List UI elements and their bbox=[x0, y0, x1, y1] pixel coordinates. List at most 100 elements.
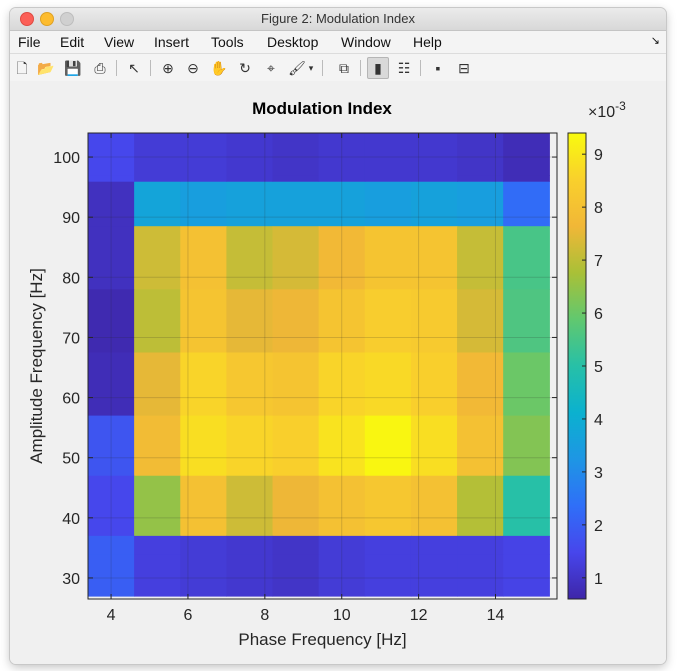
pointer-icon[interactable]: ↖ bbox=[128, 60, 140, 76]
heatmap-cell bbox=[180, 475, 227, 537]
y-tick-label: 30 bbox=[62, 571, 80, 588]
heatmap-cell bbox=[318, 289, 366, 354]
heatmap-cell bbox=[364, 289, 412, 354]
colorbar-tick-label: 2 bbox=[594, 518, 603, 535]
menu-help[interactable]: Help bbox=[413, 34, 442, 50]
heatmap-cell bbox=[226, 415, 274, 477]
heatmap-cell bbox=[457, 289, 504, 354]
x-tick-label: 4 bbox=[107, 607, 116, 624]
save-icon[interactable]: 💾 bbox=[64, 60, 82, 76]
y-tick-label: 100 bbox=[53, 150, 80, 167]
heatmap-cell bbox=[180, 415, 227, 477]
colorbar-tick-label: 4 bbox=[594, 412, 603, 429]
heatmap-cell bbox=[503, 553, 550, 597]
colorbar-tick-label: 3 bbox=[594, 465, 603, 482]
heatmap-cell bbox=[364, 352, 412, 417]
print-icon[interactable]: ⎙ bbox=[94, 60, 106, 76]
heatmap-cell bbox=[134, 226, 181, 290]
window-title: Figure 2: Modulation Index bbox=[261, 11, 415, 26]
rotate-3d-icon[interactable]: ↻ bbox=[239, 60, 251, 76]
open-folder-icon[interactable]: 📂 bbox=[37, 60, 55, 76]
zoom-out-icon[interactable]: ⊖ bbox=[187, 60, 199, 76]
heatmap-cell bbox=[318, 475, 366, 537]
heatmap-cell bbox=[180, 289, 227, 354]
heatmap-cell bbox=[272, 181, 320, 227]
show-plot-tools-icon[interactable]: ⊟ bbox=[458, 60, 470, 76]
heatmap-cell bbox=[457, 133, 504, 176]
x-tick-label: 12 bbox=[410, 607, 428, 624]
menu-view[interactable]: View bbox=[104, 34, 135, 50]
heatmap-cell bbox=[226, 475, 274, 537]
heatmap-cell bbox=[457, 175, 504, 182]
heatmap-cell bbox=[503, 133, 550, 176]
heatmap-cell bbox=[364, 535, 412, 555]
heatmap-cell bbox=[364, 415, 412, 477]
pan-hand-icon[interactable]: ✋ bbox=[210, 60, 228, 76]
colorbar-exponent-power: -3 bbox=[615, 99, 626, 113]
heatmap-cell bbox=[457, 226, 504, 290]
heatmap-cell bbox=[410, 475, 458, 537]
link-plot-icon[interactable]: ⧉ bbox=[339, 60, 349, 76]
heatmap-cell bbox=[272, 415, 320, 477]
heatmap-cell bbox=[503, 175, 550, 182]
y-tick-label: 50 bbox=[62, 451, 80, 468]
toolbar-overflow-icon[interactable]: ↘ bbox=[650, 35, 660, 47]
legend-icon[interactable]: ☷ bbox=[397, 60, 411, 76]
menu-window[interactable]: Window bbox=[341, 34, 391, 50]
heatmap-cell bbox=[134, 289, 181, 354]
menu-desktop[interactable]: Desktop bbox=[267, 34, 319, 50]
heatmap-cell bbox=[226, 535, 274, 555]
heatmap-cell bbox=[226, 553, 274, 597]
heatmap-cell bbox=[503, 415, 550, 477]
colorbar-tick-label: 1 bbox=[594, 571, 603, 588]
colorbar-icon[interactable]: ▮ bbox=[367, 57, 389, 79]
brush-icon[interactable]: 🖌 bbox=[288, 60, 306, 76]
heatmap-cell bbox=[318, 352, 366, 417]
menu-tools[interactable]: Tools bbox=[211, 34, 244, 50]
heatmap-cell bbox=[272, 175, 320, 182]
colorbar-ticks: 1 2 3 4 5 6 7 8 9 bbox=[582, 147, 603, 588]
heatmap-cell bbox=[410, 133, 458, 176]
menu-edit[interactable]: Edit bbox=[60, 34, 85, 50]
colorbar-tick-label: 8 bbox=[594, 200, 603, 217]
y-tick-label: 40 bbox=[62, 511, 80, 528]
heatmap-cell bbox=[410, 181, 458, 227]
x-tick-label: 6 bbox=[183, 607, 192, 624]
grid-lines bbox=[88, 133, 557, 599]
heatmap-cell bbox=[318, 535, 366, 555]
heatmap-cell bbox=[364, 175, 412, 182]
heatmap-cell bbox=[318, 226, 366, 290]
data-cursor-icon[interactable]: ⌖ bbox=[267, 60, 275, 76]
y-tick-label: 60 bbox=[62, 391, 80, 408]
heatmap-cell bbox=[364, 475, 412, 537]
menu-bar: File Edit View Insert Tools Desktop Wind… bbox=[10, 31, 666, 54]
y-tick-label: 80 bbox=[62, 270, 80, 287]
heatmap-chart[interactable]: Modulation Index 4 6 8 10 12 14 3040506070809… bbox=[10, 81, 666, 664]
heatmap-cell bbox=[457, 352, 504, 417]
zoom-in-icon[interactable]: ⊕ bbox=[162, 60, 174, 76]
new-figure-icon[interactable]: 🗋 bbox=[16, 60, 28, 76]
x-axis-label: Phase Frequency [Hz] bbox=[238, 630, 406, 649]
menu-file[interactable]: File bbox=[18, 34, 41, 50]
maximize-window-icon[interactable] bbox=[60, 12, 74, 26]
heatmap-cell bbox=[364, 553, 412, 597]
close-window-icon[interactable] bbox=[20, 12, 34, 26]
heatmap-cell bbox=[180, 352, 227, 417]
heatmap-cell bbox=[88, 181, 135, 227]
brush-dropdown-icon[interactable]: ▾ bbox=[308, 63, 314, 73]
hide-plot-tools-icon[interactable]: ▪ bbox=[435, 60, 441, 76]
heatmap-cell bbox=[226, 175, 274, 182]
heatmap-cell bbox=[457, 475, 504, 537]
heatmap-cell bbox=[134, 181, 181, 227]
heatmap-cell bbox=[88, 535, 135, 555]
colorbar-tick-label: 7 bbox=[594, 253, 603, 270]
x-tick-label: 8 bbox=[260, 607, 269, 624]
menu-insert[interactable]: Insert bbox=[154, 34, 190, 50]
heatmap-cell bbox=[318, 181, 366, 227]
heatmap-cell bbox=[410, 289, 458, 354]
minimize-window-icon[interactable] bbox=[40, 12, 54, 26]
heatmap-cell bbox=[134, 175, 181, 182]
heatmap-cell bbox=[272, 352, 320, 417]
heatmap-cell bbox=[410, 226, 458, 290]
y-axis-label: Amplitude Frequency [Hz] bbox=[27, 268, 46, 464]
